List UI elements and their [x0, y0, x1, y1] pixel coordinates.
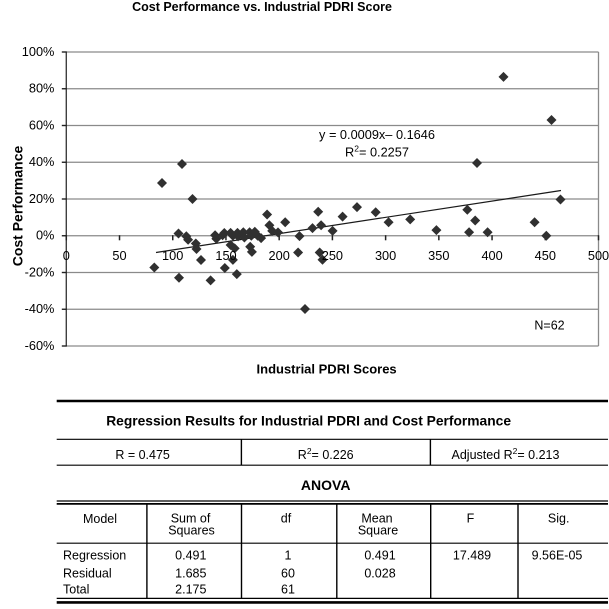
svg-text:R2= 0.2257: R2= 0.2257 — [345, 144, 409, 160]
svg-text:1.685: 1.685 — [175, 567, 206, 581]
svg-text:17.489: 17.489 — [453, 549, 491, 563]
svg-text:Sum of: Sum of — [171, 512, 211, 526]
svg-text:Industrial PDRI Scores: Industrial PDRI Scores — [257, 362, 397, 377]
svg-text:250: 250 — [322, 248, 343, 263]
svg-text:0: 0 — [63, 248, 70, 263]
svg-text:Adjusted R2= 0.213: Adjusted R2= 0.213 — [452, 446, 560, 462]
svg-text:Cost Performance: Cost Performance — [10, 145, 26, 266]
svg-text:200: 200 — [269, 248, 290, 263]
svg-text:0.491: 0.491 — [364, 549, 395, 563]
svg-text:80%: 80% — [29, 81, 55, 96]
svg-text:0.491: 0.491 — [175, 549, 206, 563]
svg-text:100%: 100% — [22, 44, 55, 59]
svg-text:9.56E-05: 9.56E-05 — [532, 549, 583, 563]
svg-text:Regression: Regression — [63, 549, 126, 563]
svg-text:Total: Total — [63, 583, 89, 597]
svg-text:2.175: 2.175 — [175, 583, 206, 597]
svg-text:Mean: Mean — [361, 512, 392, 526]
svg-text:40%: 40% — [29, 154, 55, 169]
svg-text:R2= 0.226: R2= 0.226 — [298, 446, 354, 462]
svg-text:0.028: 0.028 — [364, 567, 395, 581]
svg-text:60: 60 — [281, 567, 295, 581]
svg-text:400: 400 — [481, 248, 502, 263]
svg-text:60%: 60% — [29, 117, 55, 132]
svg-text:ANOVA: ANOVA — [301, 477, 351, 493]
svg-text:350: 350 — [428, 248, 449, 263]
svg-text:50: 50 — [112, 248, 126, 263]
svg-text:61: 61 — [281, 583, 295, 597]
svg-text:-20%: -20% — [25, 264, 55, 279]
svg-text:R = 0.475: R = 0.475 — [115, 448, 170, 462]
svg-text:100: 100 — [162, 248, 183, 263]
svg-text:N=62: N=62 — [534, 318, 564, 332]
svg-text:F: F — [467, 512, 475, 526]
svg-text:300: 300 — [375, 248, 396, 263]
svg-text:500: 500 — [588, 248, 609, 263]
svg-text:Squares: Squares — [168, 524, 215, 538]
svg-text:Sig.: Sig. — [548, 512, 570, 526]
svg-text:Regression Results for Industr: Regression Results for Industrial PDRI a… — [106, 414, 511, 429]
svg-text:Square: Square — [358, 524, 398, 538]
svg-text:Model: Model — [83, 512, 117, 526]
svg-text:150: 150 — [215, 248, 236, 263]
svg-text:0%: 0% — [36, 228, 54, 243]
svg-text:-60%: -60% — [25, 338, 55, 353]
svg-text:1: 1 — [285, 549, 292, 563]
svg-text:-40%: -40% — [25, 301, 55, 316]
svg-text:y = 0.0009x– 0.1646: y = 0.0009x– 0.1646 — [319, 127, 435, 142]
svg-text:df: df — [281, 512, 292, 526]
svg-text:Residual: Residual — [63, 567, 112, 581]
svg-text:20%: 20% — [29, 191, 55, 206]
svg-text:Cost Performance vs. Industria: Cost Performance vs. Industrial PDRI Sco… — [132, 0, 392, 14]
svg-text:450: 450 — [535, 248, 556, 263]
